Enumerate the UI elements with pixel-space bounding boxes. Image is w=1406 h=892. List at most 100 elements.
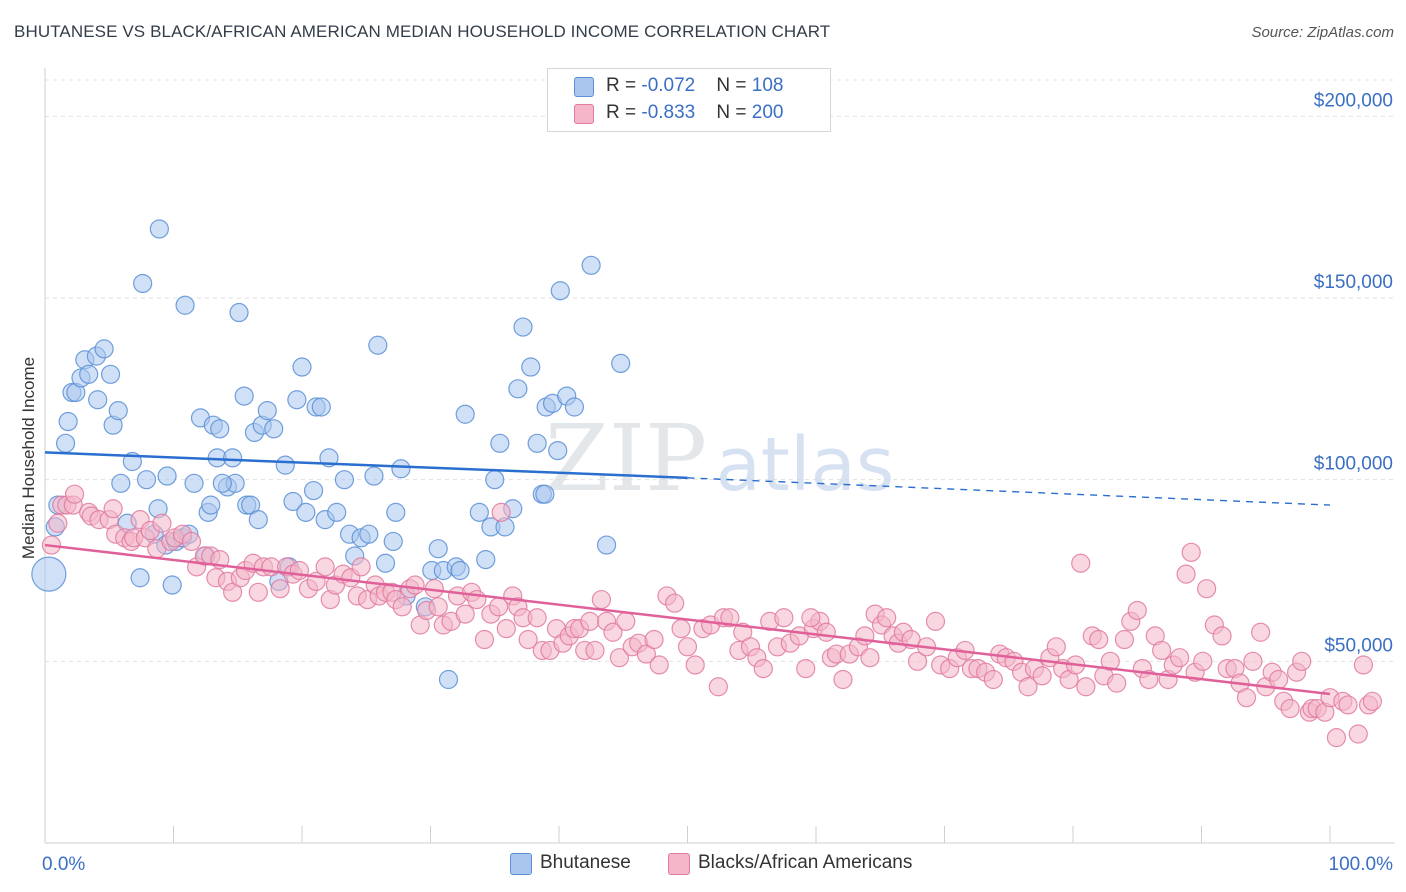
bottom-legend-label: Blacks/African Americans [698,852,913,873]
data-point [103,499,123,519]
y-tick-label: $100,000 [1314,454,1393,475]
data-point [450,560,470,581]
data-point [774,608,794,628]
data-point [1076,677,1096,697]
data-point [162,575,182,595]
data-point [58,411,78,432]
data-point [264,419,284,439]
data-point [1280,698,1300,719]
data-point [649,655,669,675]
data-point [287,390,307,410]
data-point [327,502,347,522]
data-point [292,357,312,377]
data-point [359,524,379,544]
data-point [1292,651,1312,671]
chart-title: BHUTANESE VS BLACK/AFRICAN AMERICAN MEDI… [14,22,831,41]
data-point [596,535,617,555]
data-point [248,582,268,602]
data-point [391,459,411,479]
data-point [100,364,121,384]
data-point [490,433,510,453]
data-point [289,560,310,581]
data-point [1170,648,1190,668]
data-point [816,622,836,642]
data-point [157,466,177,486]
data-point [1236,688,1257,708]
data-point [860,648,880,668]
data-point [616,611,636,631]
data-point [257,401,277,421]
data-point [1243,651,1263,671]
data-point [518,629,538,650]
data-point [1032,666,1052,686]
data-point [1251,622,1271,642]
axes [44,68,1395,844]
data-point [527,608,547,628]
source-credit: Source: ZipAtlas.com [1251,24,1394,41]
data-point [474,629,495,650]
data-point [334,470,355,490]
data-point [609,648,629,668]
data-point [1107,673,1127,693]
y-axis-label: Median Household Income [19,357,38,559]
data-point [1046,637,1066,657]
data-point [108,401,128,421]
data-point [130,568,150,588]
data-point [1089,629,1109,650]
data-point [136,470,157,490]
bottom-legend-swatch-blue [510,853,532,875]
tick-labels: $50,000 $100,000 $150,000 $200,000 0.0% 100.0… [42,90,1393,875]
data-point [801,608,821,628]
data-point [685,655,705,675]
data-point [455,404,475,424]
data-point [383,531,403,552]
data-point [1181,542,1201,562]
data-point [210,419,230,439]
legend-n-label: N = [716,102,752,123]
data-point [149,219,169,239]
data-point [1176,564,1196,584]
data-point [55,433,76,453]
data-point [133,273,153,294]
data-point [303,480,324,501]
data-point [564,397,585,417]
data-point [223,448,243,468]
data-point [720,608,740,628]
series-blacks-african-americans [41,484,1383,748]
data-point [94,339,114,359]
data-point [351,557,371,577]
data-point [283,491,303,512]
bottom-legend-label: Bhutanese [540,852,631,873]
data-point [677,637,698,657]
data-point [201,495,221,515]
data-point [296,502,316,522]
x-tick-label: 100.0% [1329,854,1394,875]
data-point [644,629,664,650]
data-point [1338,695,1358,715]
legend-r-label: R = [606,102,642,123]
data-point [1139,669,1159,690]
data-point [368,335,388,355]
watermark: ZIP atlas [545,405,895,512]
data-point [1326,728,1347,748]
data-point [229,302,249,323]
data-point [248,510,268,530]
data-point [405,575,425,595]
data-point [550,281,570,301]
data-point [79,364,99,384]
data-point [925,611,946,631]
data-point [386,502,406,522]
data-point [1100,651,1120,671]
data-point [469,502,489,522]
data-point [311,397,331,417]
data-point [455,604,475,624]
data-point [513,317,533,337]
legend-n-value: 200 [751,102,784,123]
data-point [580,611,600,631]
data-point [591,589,612,610]
data-point [671,619,691,639]
y-tick-label: $50,000 [1324,635,1393,656]
data-point [485,470,505,490]
data-point [111,473,131,493]
